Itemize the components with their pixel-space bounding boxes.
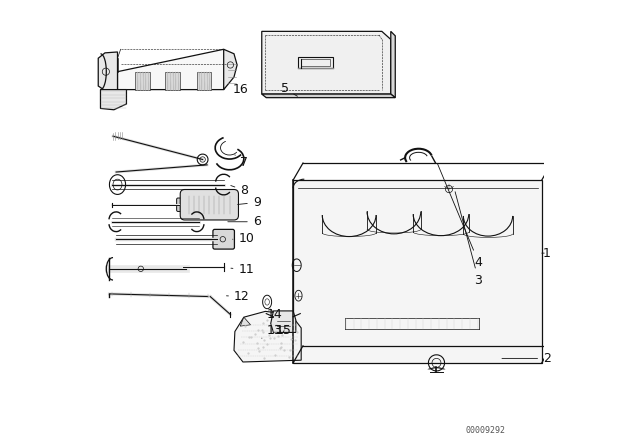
Text: 15: 15 bbox=[276, 324, 292, 337]
Text: 10: 10 bbox=[233, 232, 254, 246]
Text: 14: 14 bbox=[267, 308, 283, 321]
Polygon shape bbox=[197, 72, 211, 90]
Text: 8: 8 bbox=[231, 184, 248, 197]
Polygon shape bbox=[262, 94, 396, 98]
Text: 2: 2 bbox=[502, 352, 551, 365]
Polygon shape bbox=[136, 72, 150, 90]
Text: 5: 5 bbox=[280, 82, 298, 96]
FancyBboxPatch shape bbox=[213, 229, 234, 249]
FancyBboxPatch shape bbox=[180, 190, 239, 220]
Text: 13: 13 bbox=[262, 324, 283, 338]
Polygon shape bbox=[118, 49, 230, 90]
Polygon shape bbox=[240, 317, 251, 326]
Text: 1: 1 bbox=[541, 246, 551, 260]
Polygon shape bbox=[444, 183, 454, 195]
FancyBboxPatch shape bbox=[177, 198, 188, 211]
Polygon shape bbox=[234, 311, 301, 362]
Polygon shape bbox=[100, 90, 127, 110]
Polygon shape bbox=[391, 31, 396, 98]
Polygon shape bbox=[271, 311, 296, 332]
Polygon shape bbox=[262, 31, 391, 94]
Text: 4: 4 bbox=[438, 164, 483, 269]
Polygon shape bbox=[165, 72, 180, 90]
Text: 00009292: 00009292 bbox=[466, 426, 506, 435]
Text: 9: 9 bbox=[237, 196, 260, 209]
Polygon shape bbox=[293, 180, 541, 363]
Text: 7: 7 bbox=[235, 155, 248, 169]
Text: 11: 11 bbox=[231, 263, 254, 276]
Text: 12: 12 bbox=[227, 290, 250, 303]
Text: 3: 3 bbox=[455, 192, 483, 287]
Text: 16: 16 bbox=[233, 83, 248, 96]
Polygon shape bbox=[99, 52, 118, 90]
Text: 6: 6 bbox=[228, 215, 260, 228]
Polygon shape bbox=[224, 49, 237, 90]
